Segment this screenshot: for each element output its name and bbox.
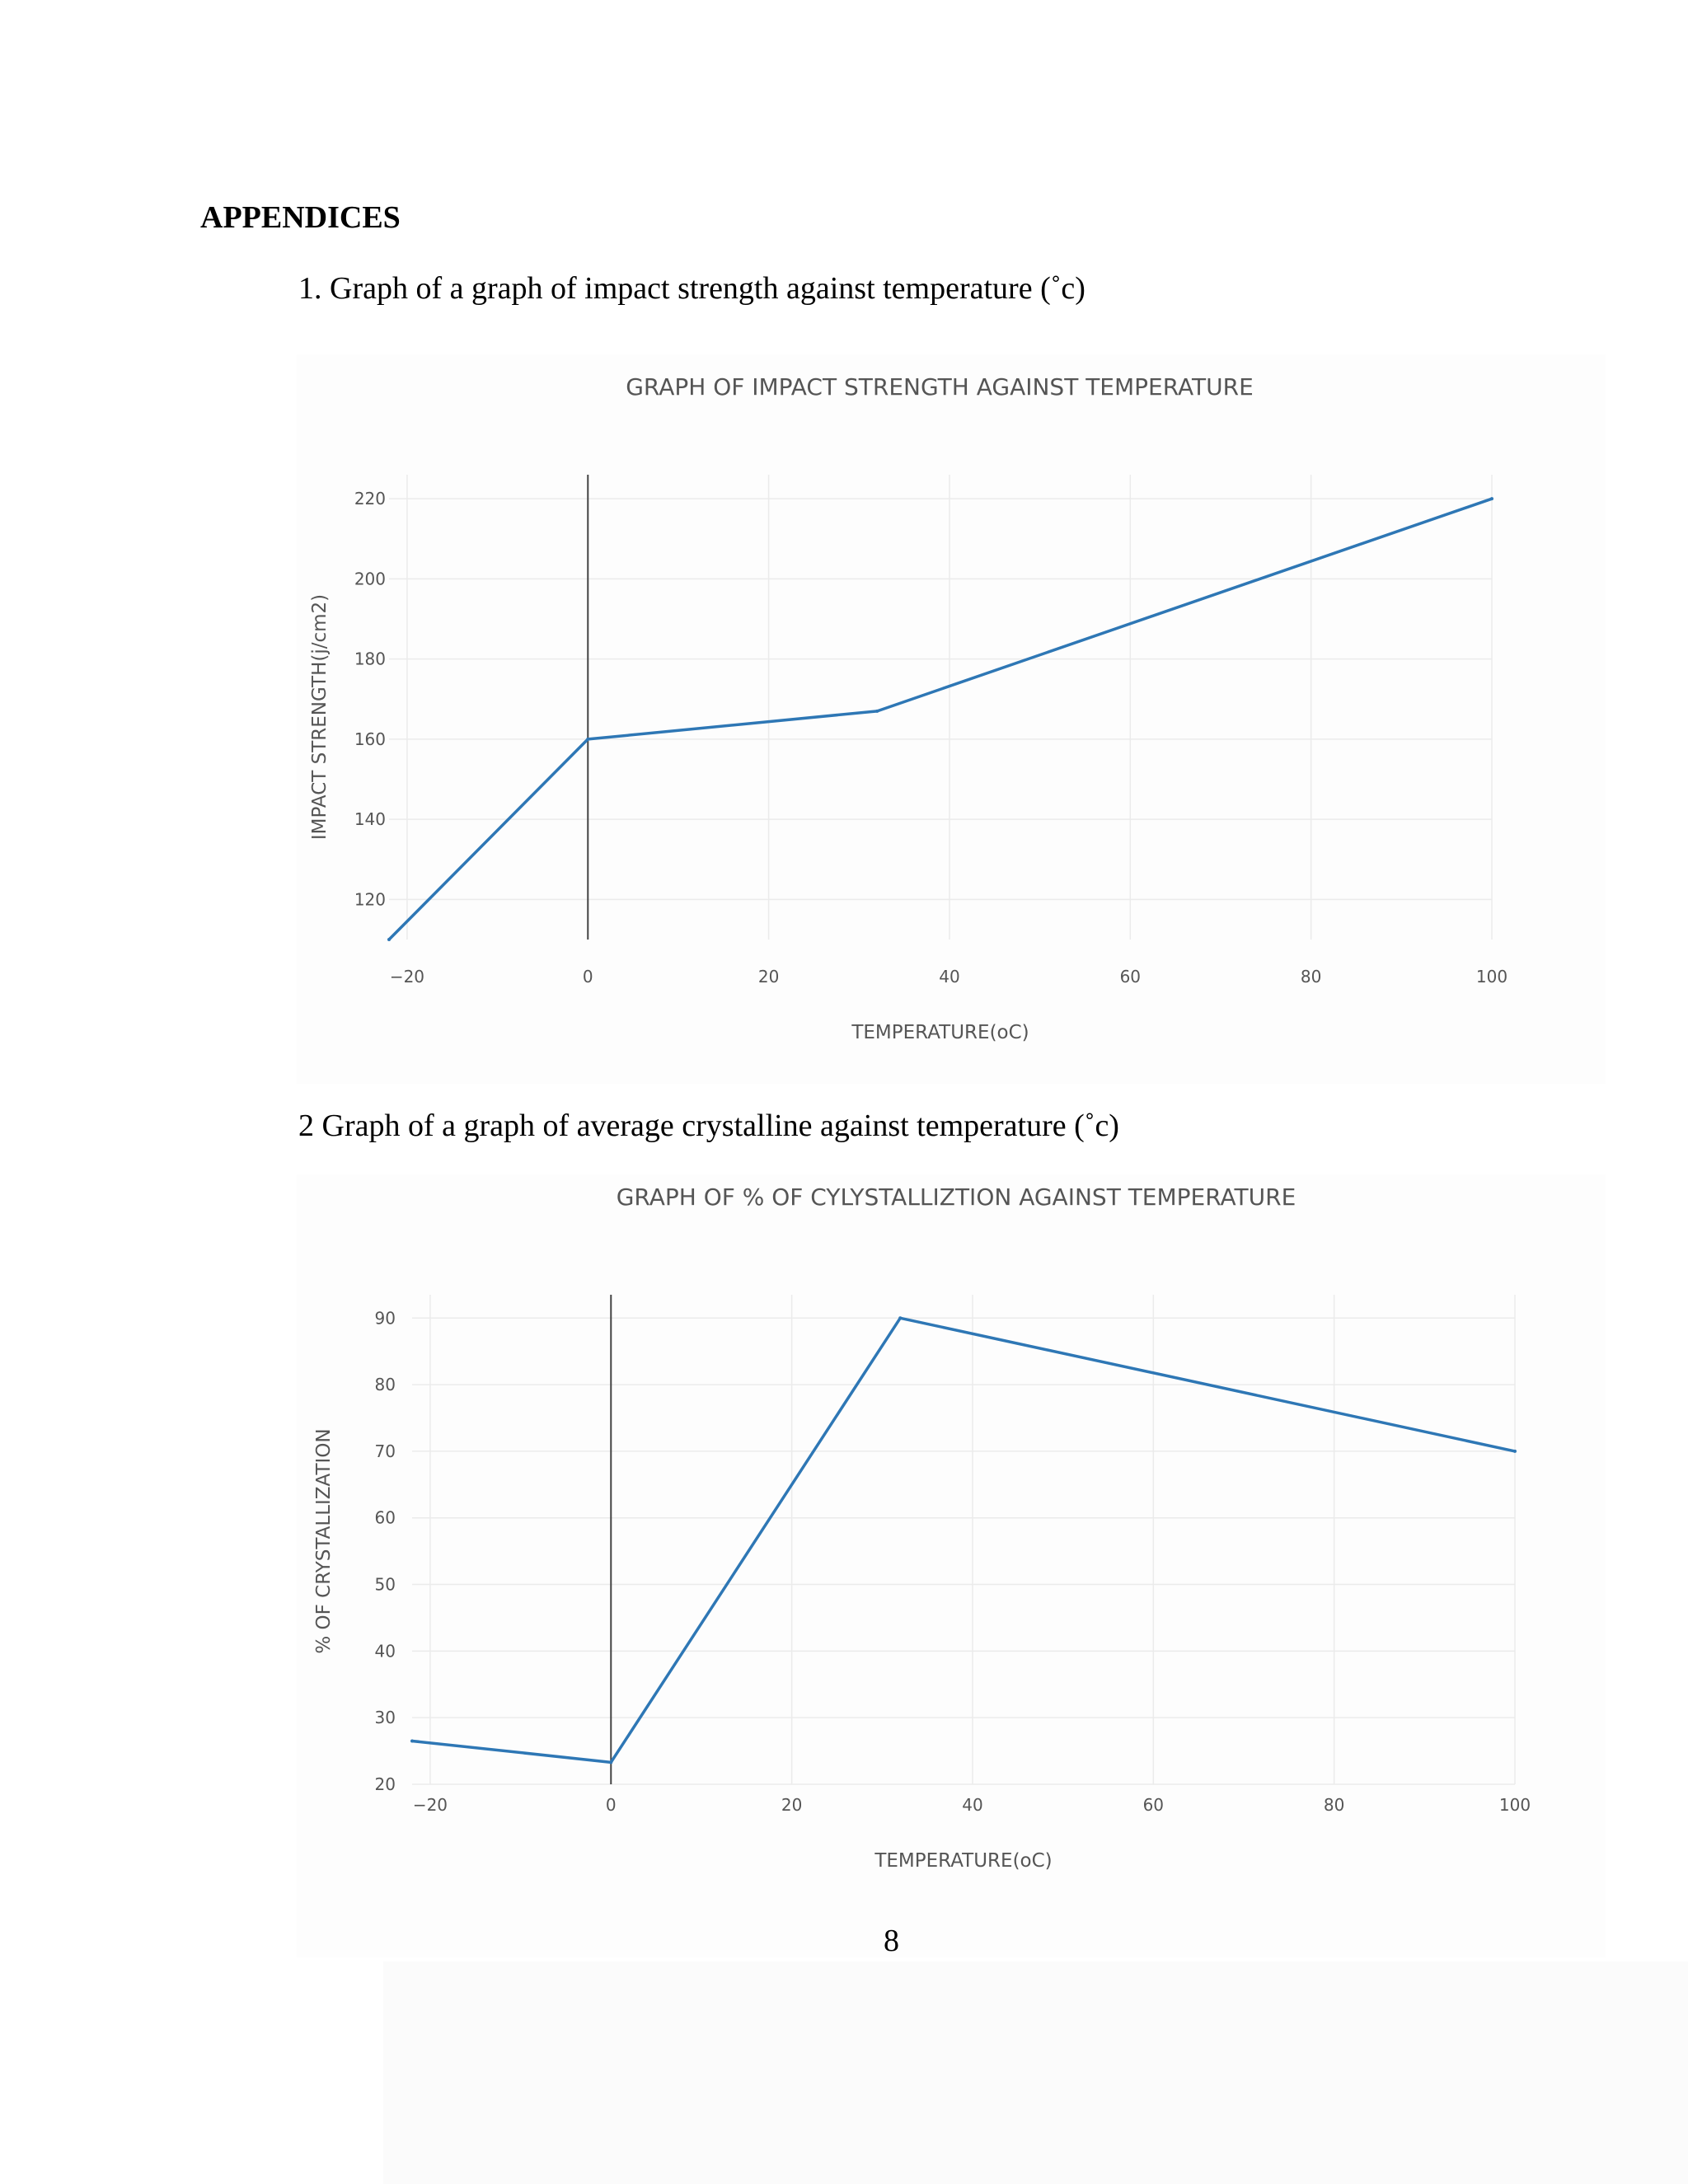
- y-tick-label: 180: [354, 649, 386, 669]
- figure-caption-1: 1. Graph of a graph of impact strength a…: [298, 271, 1085, 306]
- chart-title: GRAPH OF % OF CYLYSTALLIZTION AGAINST TE…: [617, 1183, 1296, 1211]
- y-tick-label: 200: [354, 569, 386, 588]
- chart-panel-impact-strength: −20 0 20 40 60 80 100 120 140 160 180 200 220 GRAPH O…: [297, 354, 1606, 1084]
- chart-impact-strength: −20 0 20 40 60 80 100 120 140 160 180 200 220 GRAPH O…: [309, 373, 1507, 1043]
- series-line: [387, 497, 1493, 941]
- x-tick-label: −20: [413, 1795, 448, 1815]
- x-axis-label: TEMPERATURE(oC): [851, 1022, 1029, 1043]
- chart-crystallization: −20 0 20 40 60 80 100 20 30 40 50 60 70 80 90 GRAPH OF …: [313, 1183, 1531, 1872]
- data-point: [387, 938, 391, 941]
- x-axis-label: TEMPERATURE(oC): [874, 1850, 1052, 1872]
- x-tick-label: 100: [1499, 1795, 1531, 1815]
- page-number: 8: [884, 1924, 899, 1958]
- x-tick-label: 100: [1476, 967, 1507, 987]
- y-axis-label: % OF CRYSTALLIZATION: [313, 1428, 335, 1653]
- y-tick-label: 160: [354, 729, 386, 749]
- y-tick-label: 90: [375, 1308, 396, 1328]
- x-tick-label: 80: [1324, 1795, 1344, 1815]
- y-tick-label: 30: [375, 1708, 396, 1727]
- data-point: [586, 737, 590, 741]
- y-tick-label: 70: [375, 1441, 396, 1461]
- data-point: [609, 1760, 613, 1765]
- page-heading: APPENDICES: [200, 200, 401, 235]
- figure-caption-2: 2 Graph of a graph of average crystallin…: [298, 1108, 1119, 1143]
- y-tick-label: 60: [375, 1508, 396, 1528]
- x-tick-label: 80: [1301, 967, 1321, 987]
- series-line: [411, 1316, 1516, 1765]
- y-axis-label: IMPACT STRENGTH(j/cm2): [309, 594, 331, 840]
- y-tick-label: 220: [354, 489, 386, 509]
- data-point: [410, 1739, 414, 1743]
- chart-title: GRAPH OF IMPACT STRENGTH AGAINST TEMPERA…: [626, 373, 1254, 401]
- page-shade: [383, 1961, 1688, 2184]
- x-tick-label: 20: [758, 967, 779, 987]
- chart-panel-crystallization: −20 0 20 40 60 80 100 20 30 40 50 60 70 80 90 GRAPH OF …: [297, 1174, 1606, 1957]
- x-tick-label: 40: [939, 967, 959, 987]
- y-tick-label: 50: [375, 1575, 396, 1595]
- data-point: [1490, 497, 1493, 501]
- data-point: [898, 1316, 903, 1320]
- x-tick-label: 0: [583, 967, 593, 987]
- x-tick-label: 40: [962, 1795, 982, 1815]
- y-tick-label: 80: [375, 1375, 396, 1394]
- x-tick-label: 60: [1120, 967, 1141, 987]
- data-point: [875, 709, 879, 713]
- x-tick-label: 60: [1143, 1795, 1164, 1815]
- data-point: [1513, 1449, 1517, 1453]
- x-tick-label: 0: [606, 1795, 617, 1815]
- x-tick-label: −20: [390, 967, 424, 987]
- y-tick-label: 40: [375, 1641, 396, 1661]
- x-tick-label: 20: [781, 1795, 802, 1815]
- y-tick-label: 120: [354, 889, 386, 909]
- y-tick-label: 140: [354, 809, 386, 829]
- y-tick-label: 20: [375, 1774, 396, 1794]
